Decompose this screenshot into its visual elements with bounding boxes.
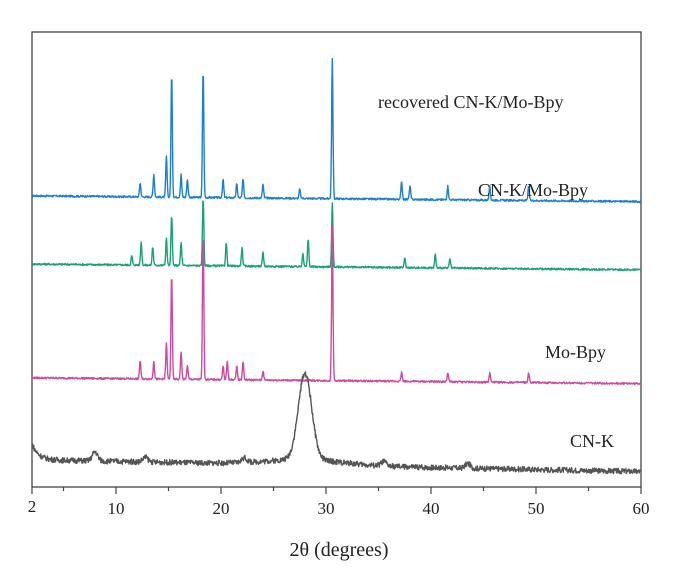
series-label: recovered CN-K/Mo-Bpy <box>378 92 563 112</box>
series-line <box>31 200 642 272</box>
x-tick-label: 30 <box>318 499 335 518</box>
series-line <box>31 225 642 386</box>
series-label: CN-K <box>570 431 614 451</box>
plot-frame <box>31 31 642 488</box>
x-tick-label: 20 <box>213 499 230 518</box>
x-axis-label: 2θ (degrees) <box>290 539 389 561</box>
x-tick-label: 40 <box>423 499 440 518</box>
x-tick-label: 60 <box>633 499 650 518</box>
x-tick-label: 2 <box>28 497 37 516</box>
series-label: Mo-Bpy <box>545 342 606 362</box>
x-tick-label: 50 <box>528 499 545 518</box>
series-line <box>31 57 642 204</box>
x-axis: 2 10 20 30 40 50 60 <box>28 487 650 518</box>
x-tick-label: 10 <box>108 499 125 518</box>
series-label: CN-K/Mo-Bpy <box>478 180 588 200</box>
series-traces <box>31 57 642 475</box>
series-line <box>31 371 642 475</box>
series-labels: recovered CN-K/Mo-Bpy CN-K/Mo-Bpy Mo-Bpy CN… <box>378 92 614 451</box>
